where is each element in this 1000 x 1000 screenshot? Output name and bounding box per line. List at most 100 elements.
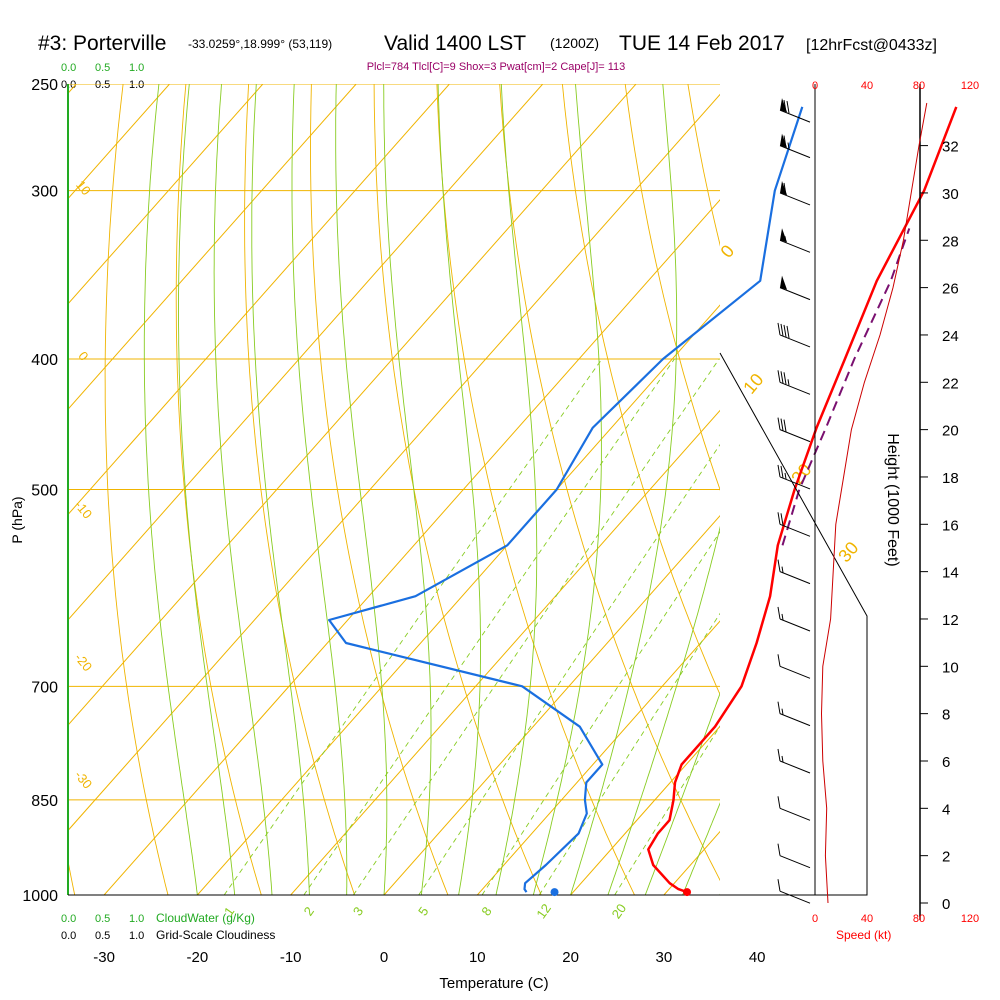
isotherm (851, 84, 1000, 895)
cloud-scale-tick: 0.5 (95, 79, 110, 91)
parcel-path-line (781, 228, 911, 546)
wind-barb (779, 98, 811, 123)
height-tick-label: 2 (942, 849, 950, 866)
x-tick-label: -10 (280, 949, 302, 966)
temperature-line (647, 106, 958, 894)
wind-barb (777, 606, 811, 632)
barb-half-feather (781, 566, 784, 573)
barb-feather (780, 371, 784, 384)
cloud-scale-top-green: 0.0 0.5 1.0 (61, 62, 144, 74)
p-tick-label: 300 (31, 184, 58, 201)
wind-barb (779, 275, 811, 301)
barb-feather (777, 559, 781, 572)
p-tick-label: 250 (31, 77, 58, 94)
sounding-params: Plcl=784 Tlcl[C]=9 Shox=3 Pwat[cm]=2 Cap… (367, 61, 626, 73)
barb-staff (779, 334, 811, 348)
wind-barb (777, 879, 811, 904)
isotherm (68, 84, 450, 516)
height-tick-label: 12 (942, 612, 959, 629)
dry-adiabat (561, 84, 720, 696)
wind-barb (777, 701, 811, 727)
height-tick-label: 18 (942, 470, 959, 487)
barb-staff (779, 807, 811, 821)
dry-adiabat (436, 84, 635, 895)
moist-adiabat (291, 84, 348, 895)
wind-barb (777, 512, 811, 537)
mixing-ratio-line (614, 725, 720, 895)
moist-adiabat (178, 84, 236, 895)
mixing-ratio-line (481, 531, 720, 895)
cloud-scale-tick: 1.0 (129, 79, 144, 91)
mixing-ratio-label: 8 (478, 904, 494, 919)
theta-label: -20 (72, 650, 96, 674)
barb-half-feather (784, 236, 787, 243)
wind-barb (777, 796, 811, 821)
barb-staff (779, 381, 811, 395)
theta-label: -10 (72, 498, 96, 522)
barb-feather (777, 879, 781, 892)
isotherm (476, 620, 720, 895)
barb-staff (779, 890, 811, 904)
speed-tick-top: 120 (961, 80, 979, 92)
cloud-scale-tick: 0.0 (61, 913, 76, 925)
valid-time: Valid 1400 LST (384, 32, 526, 55)
barb-feather (777, 654, 781, 667)
barb-staff (779, 855, 811, 869)
barb-half-feather (784, 472, 787, 480)
wind-barb (779, 180, 811, 206)
barb-staff (779, 192, 811, 206)
wind-barb (777, 464, 811, 490)
barb-feather (780, 323, 784, 337)
barb-feather (777, 796, 781, 809)
mixing-ratio-label: 2 (301, 904, 317, 919)
isotherm (570, 725, 720, 895)
dry-adiabat (624, 84, 720, 491)
barb-staff (779, 523, 811, 537)
moist-adiabat-label: 0 (717, 241, 739, 262)
theta-label: 10 (73, 177, 94, 198)
height-tick-label: 10 (942, 659, 959, 676)
dry-adiabat (939, 84, 1000, 895)
barb-half-feather (787, 379, 790, 386)
x-tick-label: 20 (562, 949, 579, 966)
barb-feather (777, 417, 781, 430)
cloud-scale-tick: 1.0 (129, 930, 144, 942)
barb-feather (777, 748, 781, 762)
wind-barb (777, 370, 811, 395)
barb-staff (779, 476, 811, 490)
cloud-scale-top-black: 0.0 0.5 1.0 (61, 79, 144, 91)
height-tick-label: 4 (942, 801, 950, 818)
height-tick-label: 20 (942, 423, 959, 440)
x-tick-label: 0 (380, 949, 388, 966)
barb-feather (783, 372, 787, 385)
mixing-ratio-line (223, 358, 603, 895)
moist-adiabat (213, 84, 273, 895)
barb-feather (777, 370, 781, 383)
barb-staff (779, 665, 811, 679)
height-tick-label: 32 (942, 139, 959, 156)
barb-staff (779, 429, 811, 443)
x-tick-label: -30 (93, 949, 115, 966)
dry-adiabat (687, 84, 720, 247)
barb-feather (777, 464, 781, 478)
barb-staff (779, 109, 811, 123)
barb-half-feather (781, 708, 784, 715)
wind-barb (777, 322, 811, 348)
x-tick-label: 10 (469, 949, 486, 966)
barb-feather (780, 418, 784, 431)
theta-label: -30 (72, 768, 96, 792)
isotherm (68, 84, 357, 410)
moist-adiabat (495, 84, 538, 895)
speed-tick-top: 40 (861, 80, 873, 92)
cloud-scale-tick: 0.5 (95, 62, 110, 74)
plot-area (68, 84, 1000, 895)
moist-adiabat (719, 893, 720, 895)
barb-feather (783, 182, 787, 196)
station-coords: -33.0259°,18.999° (53,119) (188, 37, 332, 51)
barb-feather (777, 843, 781, 856)
cloud-scale-tick: 1.0 (129, 913, 144, 925)
forecast-label: [12hrFcst@0433z] (806, 37, 937, 54)
moist-adiabat (682, 802, 720, 895)
cloud-scale-tick: 1.0 (129, 62, 144, 74)
cloud-scale-tick: 0.0 (61, 930, 76, 942)
